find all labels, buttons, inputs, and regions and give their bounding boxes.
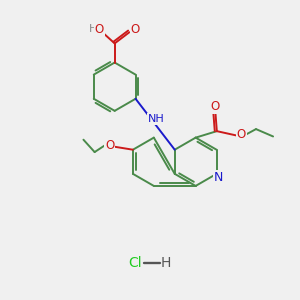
Text: NH: NH xyxy=(148,114,165,124)
Text: N: N xyxy=(214,171,224,184)
Text: O: O xyxy=(105,139,114,152)
Text: O: O xyxy=(211,100,220,112)
Text: O: O xyxy=(237,128,246,142)
Text: O: O xyxy=(131,23,140,36)
Text: Cl: Cl xyxy=(128,256,142,270)
Text: H: H xyxy=(89,24,98,34)
Text: O: O xyxy=(95,23,104,36)
Text: H: H xyxy=(161,256,171,270)
